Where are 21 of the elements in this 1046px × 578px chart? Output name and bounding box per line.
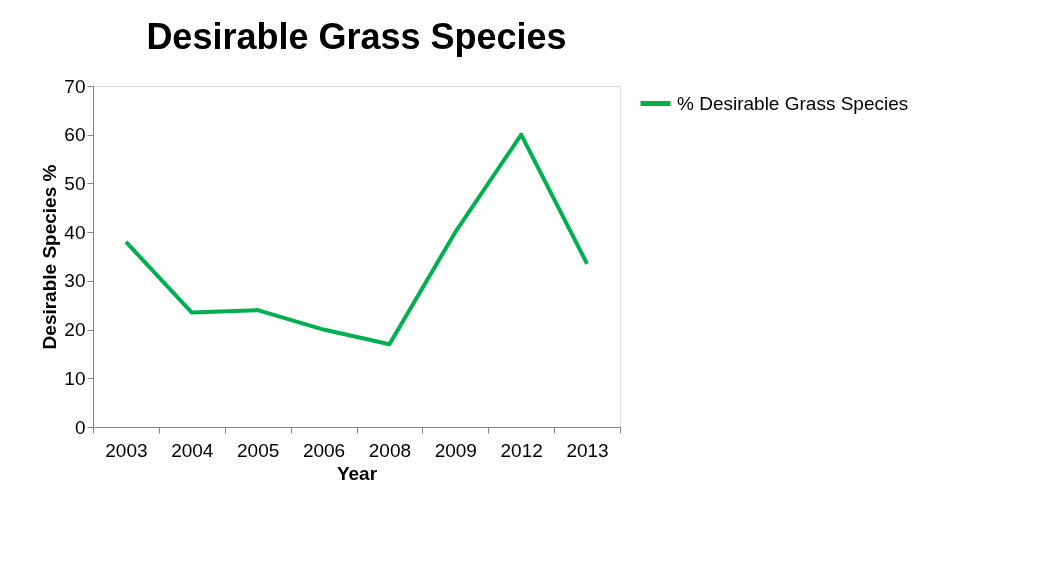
y-tick-label: 30 [64, 270, 86, 292]
chart-title: Desirable Grass Species [146, 16, 567, 57]
y-tick-label: 20 [64, 319, 86, 341]
y-tick-label: 70 [64, 75, 86, 97]
y-tick-label: 40 [64, 221, 86, 243]
y-tick-label: 50 [64, 172, 86, 194]
line-series [123, 132, 590, 347]
x-tick-label: 2004 [171, 439, 214, 461]
x-tick-label: 2013 [566, 439, 609, 461]
x-tick-label: 2012 [500, 439, 543, 461]
x-tick-label: 2003 [105, 439, 148, 461]
y-tick-label: 0 [74, 416, 86, 438]
x-tick-label: 2008 [368, 439, 412, 461]
y-tick-label: 10 [64, 367, 86, 389]
legend-label: % Desirable Grass Species [677, 92, 909, 114]
x-tick-label: 2006 [302, 439, 346, 461]
x-tick-label: 2009 [434, 439, 477, 461]
x-tick-label: 2005 [237, 439, 280, 461]
y-tick-label: 60 [64, 124, 86, 146]
x-axis-title: Year [336, 462, 378, 484]
y-axis-title: Desirable Species % [39, 164, 61, 350]
